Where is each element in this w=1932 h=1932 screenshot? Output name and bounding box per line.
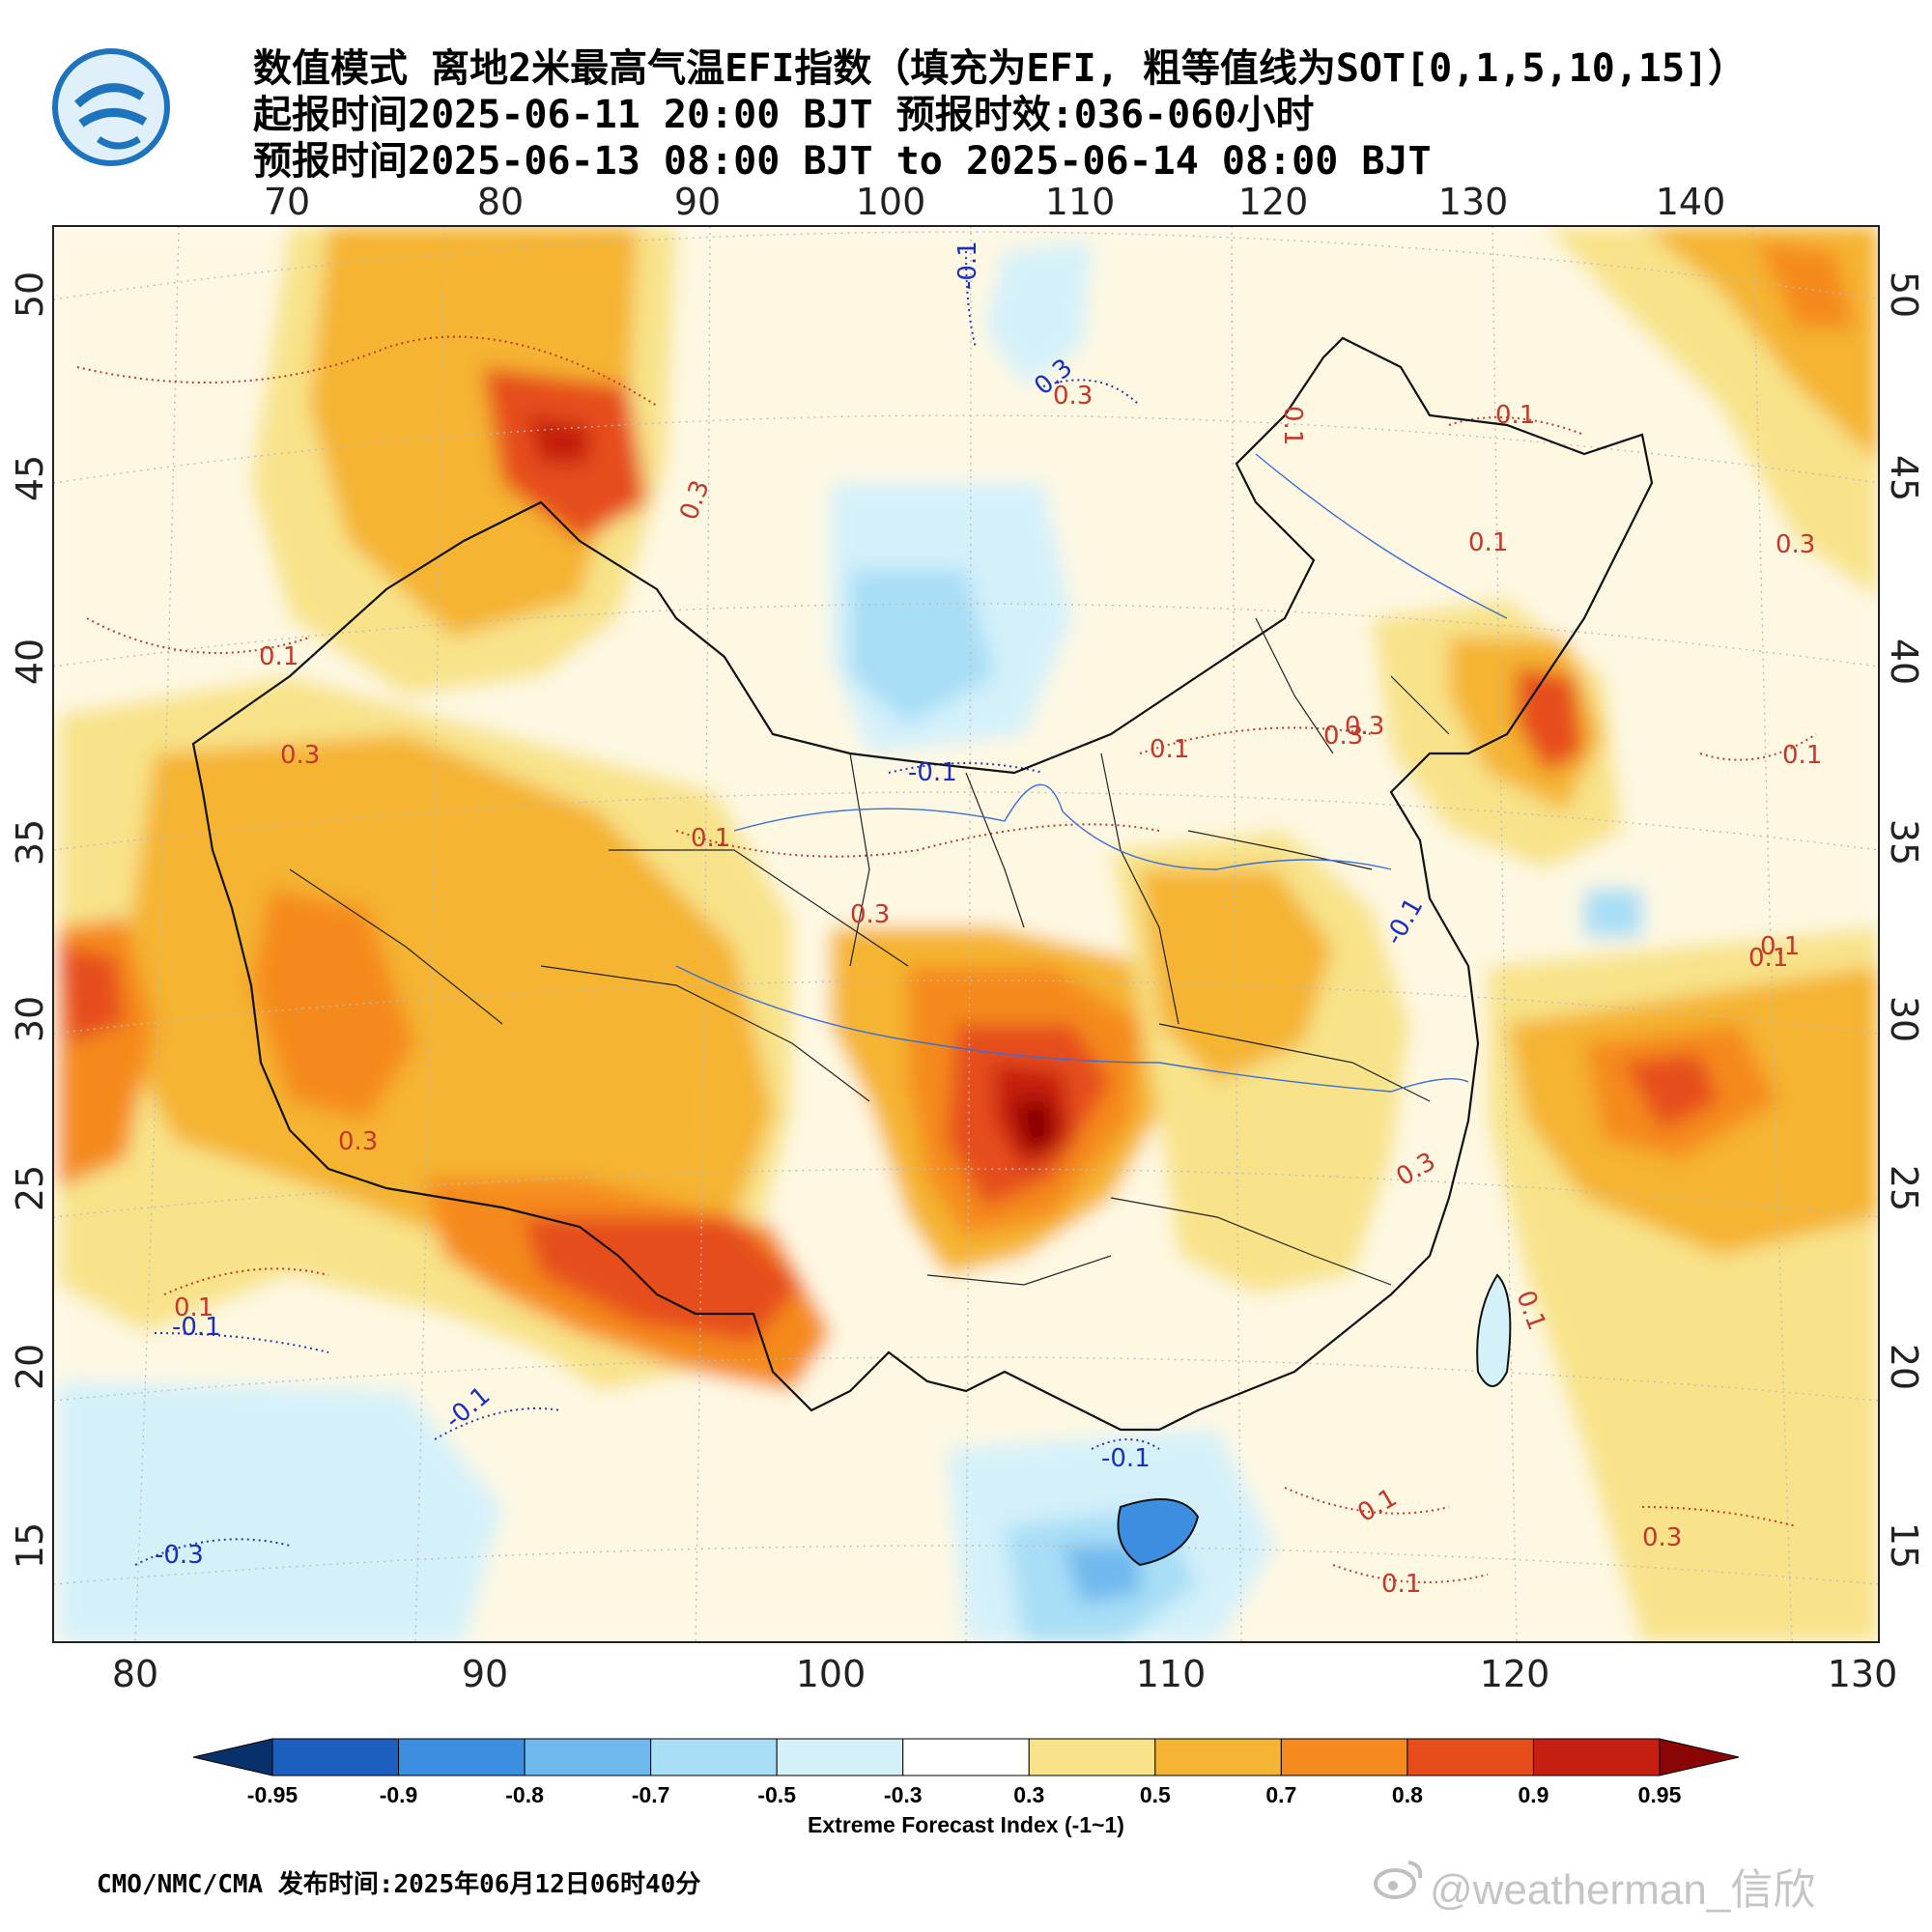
colorbar-swatch xyxy=(271,1738,400,1776)
contour-label: 0.1 xyxy=(1760,932,1800,961)
colorbar-swatch xyxy=(192,1738,273,1776)
colorbar-swatch xyxy=(398,1738,526,1776)
lat-label-left: 40 xyxy=(9,639,51,685)
colorbar-label: 0.7 xyxy=(1265,1782,1296,1807)
lon-label-bottom: 80 xyxy=(112,1653,158,1695)
contour-label: 0.1 xyxy=(1495,401,1535,430)
contour-label: 0.1 xyxy=(1748,944,1788,973)
lat-label-right: 25 xyxy=(1883,1165,1925,1211)
weibo-icon xyxy=(1374,1861,1423,1899)
lat-label-left: 45 xyxy=(9,455,51,501)
lon-label-top: 110 xyxy=(1045,181,1116,223)
contour-label: 0.3 xyxy=(338,1127,378,1156)
contour-label: 0.3 xyxy=(1053,382,1093,411)
contour-label: -0.1 xyxy=(908,758,957,787)
contour-label: 0.3 xyxy=(1323,722,1363,751)
contour-label: 0.3 xyxy=(1642,1523,1682,1552)
colorbar: -0.95 -0.9 -0.8 -0.7 -0.5 -0.3 0.3 0.5 0.7 0.8 0.9… xyxy=(192,1738,1740,1807)
colorbar-swatch xyxy=(524,1738,652,1776)
lat-label-left: 25 xyxy=(9,1165,51,1211)
colorbar-swatch xyxy=(776,1738,904,1776)
lat-label-left: 35 xyxy=(9,819,51,866)
colorbar-label: 0.9 xyxy=(1518,1782,1548,1807)
colorbar-label: -0.7 xyxy=(632,1782,670,1807)
colorbar-swatch xyxy=(1028,1738,1156,1776)
contour-label: 0.1 xyxy=(691,824,730,853)
lat-label-right: 45 xyxy=(1883,455,1925,501)
map-title-line2: 起报时间2025-06-11 20:00 BJT 预报时效:036-060小时 xyxy=(253,93,1315,137)
contour-label: 0.1 xyxy=(1782,741,1822,770)
lat-label-left: 15 xyxy=(9,1522,51,1569)
colorbar-label: -0.8 xyxy=(505,1782,544,1807)
colorbar-swatch xyxy=(1532,1738,1661,1776)
lat-label-left: 30 xyxy=(9,996,51,1042)
lon-label-top: 140 xyxy=(1656,181,1726,223)
lat-label-right: 35 xyxy=(1883,819,1925,866)
contour-label: 0.3 xyxy=(280,741,320,770)
colorbar-swatch xyxy=(1280,1738,1408,1776)
contour-label: 0.1 xyxy=(174,1293,213,1322)
colorbar-label: 0.3 xyxy=(1013,1782,1044,1807)
contour-label: -0.1 xyxy=(1101,1444,1151,1473)
lon-label-bottom: 100 xyxy=(796,1653,867,1695)
colorbar-label: -0.5 xyxy=(757,1782,796,1807)
lat-label-left: 20 xyxy=(9,1344,51,1390)
lon-label-top: 90 xyxy=(674,181,721,223)
footer-issued-time: CMO/NMC/CMA 发布时间:2025年06月12日06时40分 xyxy=(97,1870,701,1899)
lat-label-left: 50 xyxy=(9,271,51,318)
contour-label: 0.1 xyxy=(1278,406,1307,445)
contour-label: -0.1 xyxy=(172,1313,221,1342)
cma-logo-icon xyxy=(52,48,170,166)
lon-label-bottom: 110 xyxy=(1136,1653,1207,1695)
contour-label: 0.1 xyxy=(1150,735,1189,764)
lon-label-top: 120 xyxy=(1238,181,1309,223)
colorbar-swatch xyxy=(1659,1738,1740,1776)
lat-label-right: 50 xyxy=(1883,271,1925,318)
contour-label: 0.1 xyxy=(259,642,298,671)
contour-label: 0.3 xyxy=(1776,530,1815,559)
contour-label: 0.3 xyxy=(1345,712,1384,741)
lon-label-bottom: 120 xyxy=(1480,1653,1550,1695)
colorbar-swatch xyxy=(650,1738,778,1776)
colorbar-label: -0.3 xyxy=(884,1782,923,1807)
lat-label-right: 30 xyxy=(1883,996,1925,1042)
lon-label-top: 130 xyxy=(1438,181,1509,223)
lon-label-top: 80 xyxy=(477,181,524,223)
colorbar-label: 0.8 xyxy=(1392,1782,1423,1807)
lon-label-bottom: 90 xyxy=(462,1653,508,1695)
colorbar-title: Extreme Forecast Index (-1~1) xyxy=(808,1812,1124,1837)
map-title-line3: 预报时间2025-06-13 08:00 BJT to 2025-06-14 0… xyxy=(253,139,1432,184)
contour-label: -0.3 xyxy=(155,1541,204,1570)
contour-label: 0.1 xyxy=(1381,1570,1421,1599)
lon-label-bottom: 130 xyxy=(1828,1653,1898,1695)
lon-label-top: 70 xyxy=(264,181,310,223)
contour-label: 0.3 xyxy=(850,900,890,929)
lon-label-top: 100 xyxy=(856,181,926,223)
map-title-line1: 数值模式 离地2米最高气温EFI指数（填充为EFI, 粗等值线为SOT[0,1,… xyxy=(253,46,1747,91)
contour-label: 0.1 xyxy=(1468,528,1508,557)
contour-label: -0.1 xyxy=(953,241,982,290)
colorbar-label: -0.95 xyxy=(247,1782,298,1807)
colorbar-label: 0.95 xyxy=(1638,1782,1682,1807)
colorbar-label: -0.9 xyxy=(380,1782,418,1807)
colorbar-swatch xyxy=(902,1738,1030,1776)
watermark: @weatherman_信欣 xyxy=(1430,1866,1816,1914)
lat-label-right: 40 xyxy=(1883,639,1925,685)
lat-label-right: 20 xyxy=(1883,1344,1925,1390)
colorbar-swatch xyxy=(1406,1738,1534,1776)
lat-label-right: 15 xyxy=(1883,1522,1925,1569)
colorbar-swatch xyxy=(1154,1738,1282,1776)
colorbar-label: 0.5 xyxy=(1140,1782,1171,1807)
